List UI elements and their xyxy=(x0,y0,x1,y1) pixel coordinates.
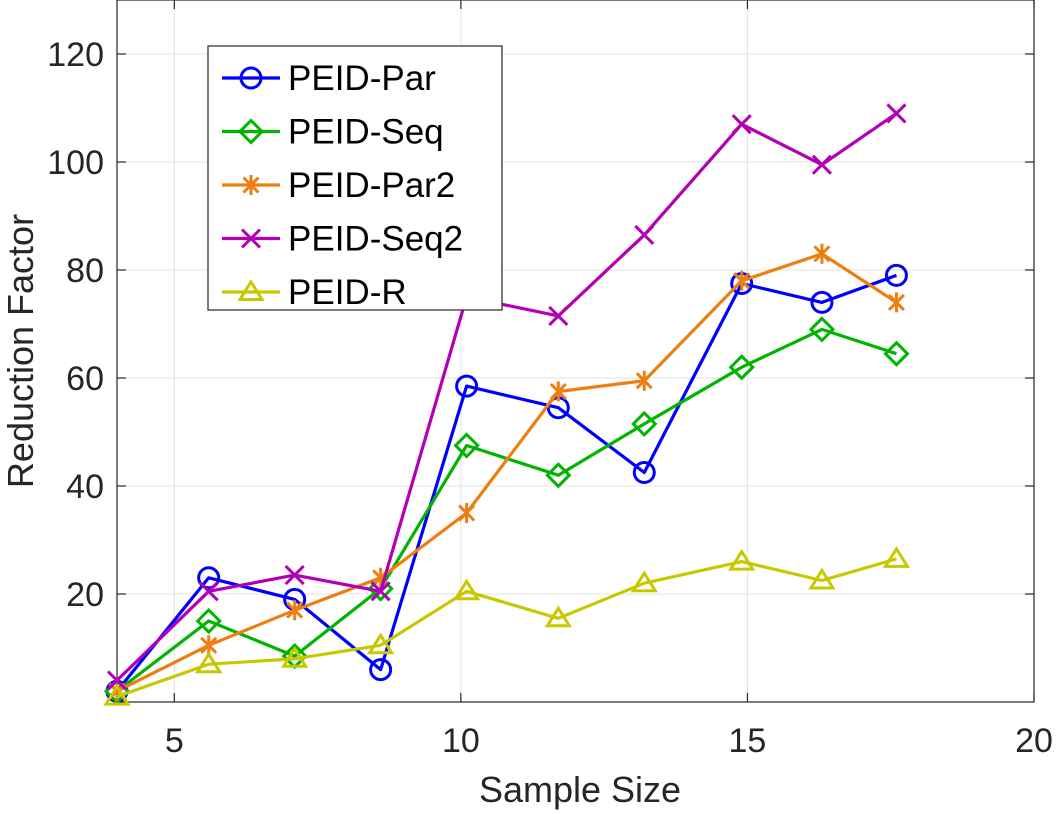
data-point-peid-seq xyxy=(545,462,572,489)
data-point-peid-par2 xyxy=(286,600,304,621)
data-point-peid-r xyxy=(727,548,756,571)
data-point-peid-seq xyxy=(631,410,658,438)
plot-area-frame xyxy=(116,0,1035,703)
data-point-peid-seq xyxy=(808,316,836,343)
y-tick-label: 40 xyxy=(66,468,104,506)
y-tick-label: 100 xyxy=(47,144,104,182)
legend-item-peid-par2: PEID-Par2 xyxy=(222,166,455,205)
legend-item-peid-seq: PEID-Seq xyxy=(222,113,444,152)
data-point-peid-r xyxy=(882,546,911,568)
legend-label-peid-par2: PEID-Par2 xyxy=(288,166,455,205)
data-point-peid-par xyxy=(197,566,221,590)
x-tick-label: 15 xyxy=(729,722,767,760)
data-point-peid-seq2 xyxy=(886,103,907,124)
legend-item-peid-par: PEID-Par xyxy=(222,59,436,98)
data-point-peid-r xyxy=(452,578,481,601)
x-tick-label: 10 xyxy=(442,722,480,760)
data-point-peid-seq2 xyxy=(198,581,219,602)
series-line-peid-par2 xyxy=(116,252,898,693)
y-tick-label: 80 xyxy=(66,252,104,290)
data-point-peid-par2 xyxy=(458,503,476,523)
series-peid-par xyxy=(105,263,908,703)
data-point-peid-par2 xyxy=(813,243,831,264)
series-line-peid-seq2 xyxy=(115,112,898,682)
legend-marker-peid-par2 xyxy=(242,175,260,195)
data-point-peid-par xyxy=(884,263,908,287)
data-point-peid-r xyxy=(544,605,573,628)
data-point-peid-seq2 xyxy=(370,581,391,602)
axis-ticks: 5 10 15 20 20 40 60 80 100 120 xyxy=(47,0,1053,760)
data-point-peid-seq2 xyxy=(731,114,752,135)
y-tick-label: 120 xyxy=(47,36,104,74)
legend-item-peid-r: PEID-R xyxy=(222,273,407,312)
data-point-peid-par2 xyxy=(887,292,906,313)
data-point-peid-par xyxy=(810,290,834,314)
data-point-peid-seq xyxy=(195,607,222,635)
data-point-peid-par2 xyxy=(635,370,653,391)
data-point-peid-seq2 xyxy=(548,305,569,326)
legend-item-peid-seq2: PEID-Seq2 xyxy=(222,220,463,259)
data-point-peid-par xyxy=(632,461,656,484)
data-point-peid-seq xyxy=(883,340,910,367)
data-point-peid-r xyxy=(194,651,223,674)
legend-label-peid-seq: PEID-Seq xyxy=(288,113,444,152)
data-point-peid-r xyxy=(280,645,309,668)
series-group xyxy=(103,103,911,706)
y-tick-label: 20 xyxy=(66,576,104,614)
data-point-peid-seq xyxy=(453,432,480,459)
y-tick-label: 60 xyxy=(66,360,104,398)
data-point-peid-par2 xyxy=(733,270,751,291)
x-axis-label: Sample Size xyxy=(479,769,681,810)
legend-label-peid-seq2: PEID-Seq2 xyxy=(288,220,463,259)
data-point-peid-par xyxy=(455,374,479,398)
series-line-peid-seq xyxy=(116,327,897,693)
data-point-peid-seq2 xyxy=(106,670,128,691)
x-tick-label: 20 xyxy=(1015,722,1053,760)
data-point-peid-r xyxy=(630,570,658,593)
series-peid-r xyxy=(103,546,911,706)
legend-label-peid-par: PEID-Par xyxy=(288,59,436,98)
legend-marker-peid-par xyxy=(239,66,263,90)
data-point-peid-r xyxy=(808,567,836,590)
data-point-peid-seq2 xyxy=(811,154,833,175)
legend-label-peid-r: PEID-R xyxy=(288,273,407,312)
series-peid-par2 xyxy=(108,243,906,702)
series-line-peid-r xyxy=(116,557,897,699)
data-point-peid-r xyxy=(366,632,395,655)
data-point-peid-seq2 xyxy=(634,224,655,245)
legend-marker-peid-seq xyxy=(237,118,265,145)
legend: PEID-Par PEID-Seq PEID-Par2 PEID-Seq2 PEID-R xyxy=(207,45,503,312)
data-point-peid-par xyxy=(369,658,393,682)
data-point-peid-seq2 xyxy=(284,565,305,586)
x-tick-label: 5 xyxy=(165,722,184,760)
legend-marker-peid-seq2 xyxy=(240,228,262,249)
data-point-peid-r xyxy=(103,683,131,706)
data-point-peid-par2 xyxy=(549,381,567,402)
series-peid-seq xyxy=(103,316,910,705)
series-line-peid-par xyxy=(115,273,897,693)
y-axis-label: Reduction Factor xyxy=(0,214,41,488)
series-peid-seq2 xyxy=(106,103,907,691)
data-point-peid-seq xyxy=(728,354,755,381)
legend-marker-peid-r xyxy=(237,279,265,301)
